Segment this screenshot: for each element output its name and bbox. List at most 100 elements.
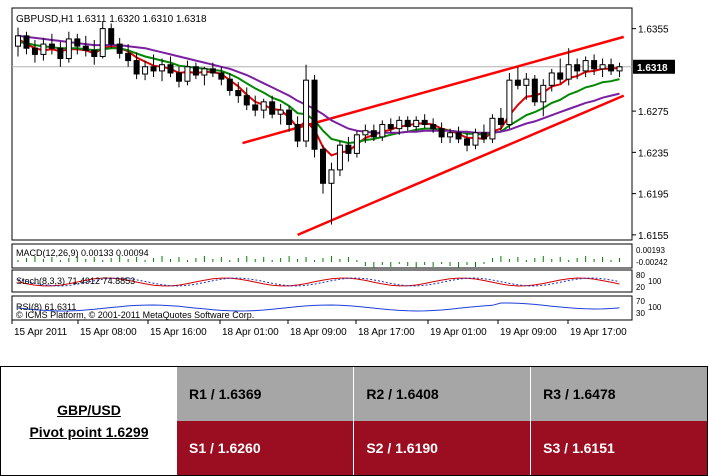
candle-bear xyxy=(531,78,538,103)
candle-bull xyxy=(353,134,360,154)
candle-bear xyxy=(608,64,615,72)
rsi-axis-70: 70 xyxy=(636,297,645,306)
candle-bear xyxy=(497,117,504,126)
candle-bear xyxy=(108,28,115,45)
candle-bull xyxy=(472,132,479,146)
candle-bear xyxy=(430,124,437,130)
stoch-axis-80: 80 xyxy=(636,271,645,280)
indicator-pane-frame xyxy=(11,295,633,321)
candle-bull xyxy=(362,130,369,136)
indicator-pane-frame xyxy=(11,269,633,293)
candle-bear xyxy=(514,79,521,86)
candle-bear xyxy=(150,66,157,72)
time-tick-label: 18 Apr 17:00 xyxy=(358,327,415,338)
symbol-header: GBPUSD,H1 1.6311 1.6320 1.6310 1.6318 xyxy=(16,14,207,25)
copyright-watermark: © ICMS Platform, © 2001-2011 MetaQuotes … xyxy=(16,310,254,320)
rsi-axis-100: 100 xyxy=(648,303,662,312)
candle-bear xyxy=(57,47,64,60)
candle-bear xyxy=(464,138,471,146)
candle-bull xyxy=(277,109,284,115)
candle-bear xyxy=(269,101,276,115)
candle-bull xyxy=(616,66,623,72)
candle-bear xyxy=(125,52,132,62)
candle-bull xyxy=(489,117,496,140)
candle-bull xyxy=(201,68,208,76)
pivot-table: GBP/USD Pivot point 1.6299 R1 / 1.6369 R… xyxy=(0,366,708,476)
s1-cell: S1 / 1.6260 xyxy=(177,421,354,476)
candle-bull xyxy=(523,78,530,86)
price-tick-label: 1.6235 xyxy=(638,148,669,159)
time-tick-label: 18 Apr 09:00 xyxy=(290,327,347,338)
current-price-label: 1.6318 xyxy=(637,63,668,74)
channel-lower-line xyxy=(297,94,625,236)
candle-bull xyxy=(599,64,606,70)
candle-bear xyxy=(116,43,123,54)
time-tick-label: 15 Apr 08:00 xyxy=(80,327,137,338)
candle-bull xyxy=(413,119,420,128)
candle-bull xyxy=(65,38,72,60)
candle-bull xyxy=(142,66,149,75)
candle-bull xyxy=(99,28,106,57)
candle-bear xyxy=(209,68,216,74)
candle-bull xyxy=(506,79,513,126)
candle-bull xyxy=(15,35,21,47)
candle-bull xyxy=(396,119,403,130)
candle-bull xyxy=(303,79,310,142)
stoch-label: Stoch(8,3,3) 71.4912 74.8853 xyxy=(16,276,135,286)
candle-bear xyxy=(574,64,581,72)
candle-bear xyxy=(23,35,30,49)
price-tick-label: 1.6195 xyxy=(638,190,669,201)
candle-bear xyxy=(226,78,233,91)
rsi-axis-30: 30 xyxy=(636,309,645,318)
candle-bear xyxy=(235,89,242,97)
candle-bull xyxy=(540,84,547,103)
candle-bear xyxy=(591,60,598,70)
time-tick-label: 18 Apr 01:00 xyxy=(222,327,279,338)
candle-bull xyxy=(565,64,572,80)
r3-cell: R3 / 1.6478 xyxy=(530,366,708,421)
candle-bear xyxy=(74,38,81,47)
candle-bull xyxy=(260,101,267,111)
candle-bull xyxy=(40,43,47,55)
candle-bear xyxy=(421,119,428,126)
time-tick-label: 15 Apr 2011 xyxy=(14,327,68,338)
candle-bull xyxy=(184,66,191,82)
candle-bear xyxy=(404,119,411,128)
candle-bear xyxy=(82,45,89,51)
price-chart: 1.6355 1.6275 1.6235 1.6195 1.6155 1.6318 GBPU… xyxy=(11,7,675,338)
stoch-axis-20: 20 xyxy=(636,283,645,292)
price-tick-label: 1.6155 xyxy=(638,231,669,242)
candle-bear xyxy=(480,132,487,140)
candle-bull xyxy=(447,132,454,138)
s2-cell: S2 / 1.6190 xyxy=(353,421,531,476)
candle-bear xyxy=(370,130,377,138)
macd-axis-top: 0.00193 xyxy=(636,246,665,255)
candle-bear xyxy=(294,124,301,142)
pair-label: GBP/USD xyxy=(57,402,121,418)
candle-bear xyxy=(286,109,293,126)
candle-bull xyxy=(379,124,386,138)
candle-bear xyxy=(252,104,259,111)
candle-bear xyxy=(387,124,394,130)
price-tick-label: 1.6275 xyxy=(638,107,669,118)
candle-bear xyxy=(31,47,38,55)
candle-bull xyxy=(328,169,335,184)
candle-bear xyxy=(345,144,352,154)
pair-cell: GBP/USD Pivot point 1.6299 xyxy=(0,366,177,476)
pivot-point-label: Pivot point 1.6299 xyxy=(29,424,149,440)
s3-cell: S3 / 1.6151 xyxy=(530,421,708,476)
time-tick-label: 15 Apr 16:00 xyxy=(150,327,207,338)
candle-bear xyxy=(320,148,326,184)
time-tick-label: 19 Apr 09:00 xyxy=(500,327,557,338)
candle-bear xyxy=(167,64,174,74)
candle-bear xyxy=(192,66,199,76)
candle-bull xyxy=(159,64,166,72)
candle-bear xyxy=(311,79,318,150)
chart-area: 1.6355 1.6275 1.6235 1.6195 1.6155 1.6318 GBPU… xyxy=(11,7,675,338)
stoch-main-line xyxy=(17,277,620,287)
candle-bull xyxy=(548,72,555,86)
stoch-axis-100: 100 xyxy=(648,277,662,286)
candle-bear xyxy=(243,95,250,106)
rsi-label: RSI(8) 61.6311 xyxy=(16,302,76,312)
candle-bear xyxy=(91,49,98,57)
